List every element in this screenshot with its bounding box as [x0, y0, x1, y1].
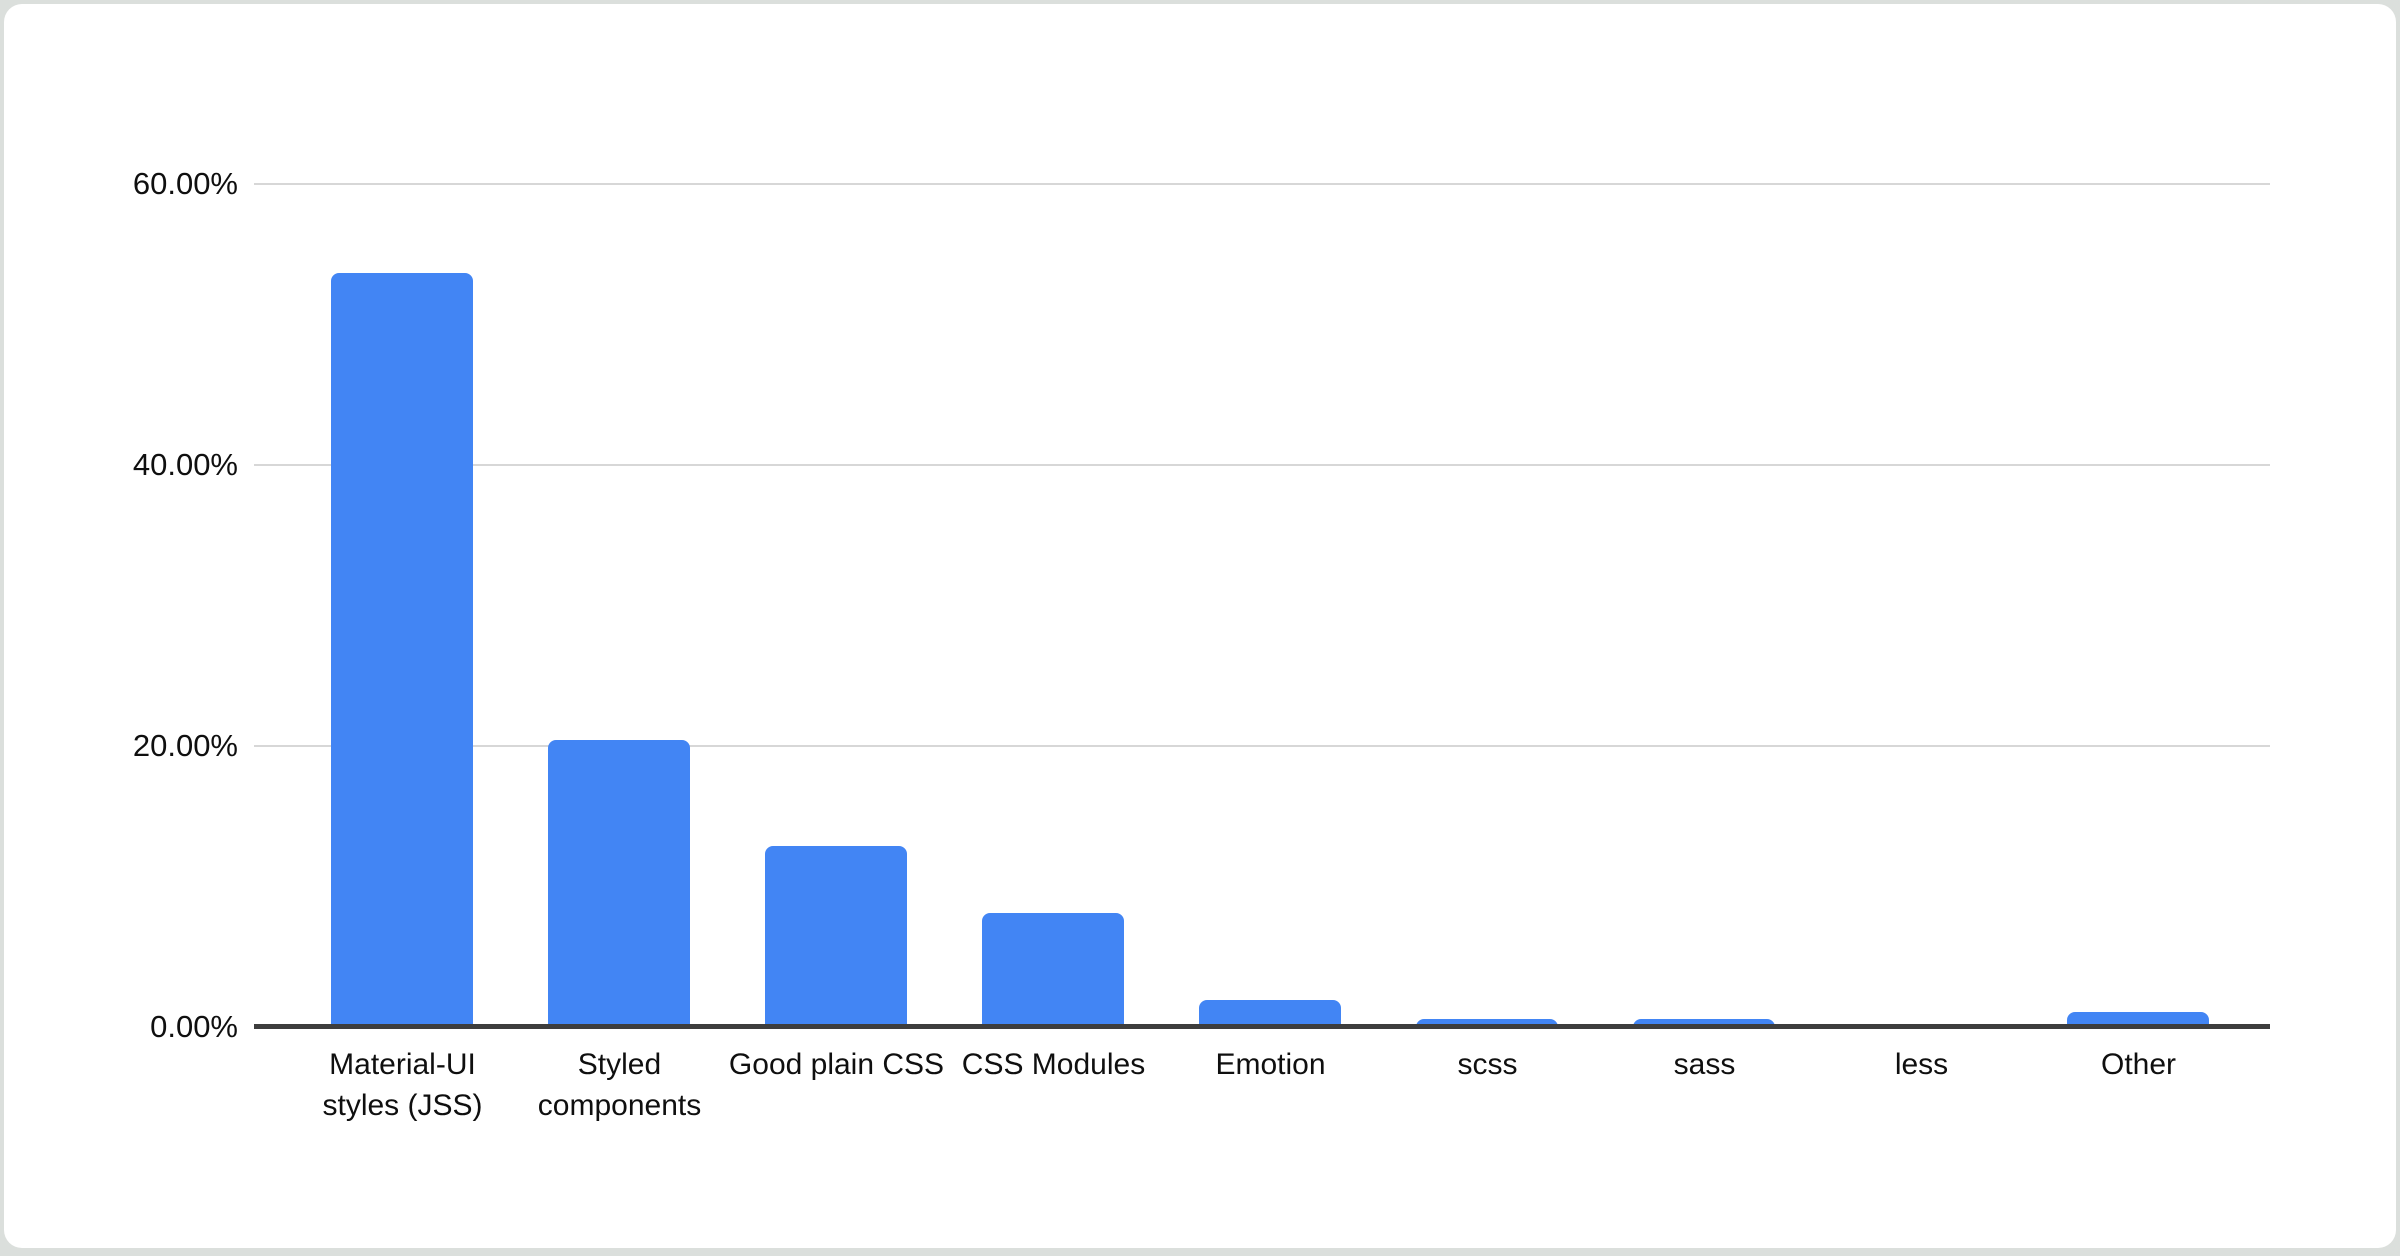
y-tick-label: 40.00%: [132, 447, 238, 482]
x-tick-label-good-plain-css: Good plain CSS: [728, 1048, 945, 1081]
gridline-20.00%: [254, 745, 2270, 747]
bar-material-ui-styles-jss: [331, 272, 473, 1027]
chart-card: 60.00% 40.00% 20.00% 0.00% Material-UI styl…: [4, 4, 2396, 1248]
x-tick-label-css-modules: CSS Modules: [961, 1048, 1146, 1081]
x-axis-line: [254, 1024, 2270, 1029]
bar-other: [2067, 1011, 2209, 1027]
x-tick-label-styled-components: Styled components: [537, 1048, 702, 1122]
x-tick-label-scss: scss: [1457, 1048, 1518, 1081]
y-tick-label: 0.00%: [150, 1009, 238, 1044]
x-tick-label-less: less: [1894, 1048, 1949, 1081]
y-tick-label: 20.00%: [132, 728, 238, 763]
x-tick-label-material-ui-styles-jss: Material-UI styles (JSS): [322, 1048, 483, 1122]
bar-styled-components: [548, 740, 690, 1027]
bar-emotion: [1199, 1000, 1341, 1027]
y-tick-label: 60.00%: [132, 166, 238, 201]
x-tick-label-sass: sass: [1673, 1048, 1736, 1081]
gridline-60.00%: [254, 183, 2270, 185]
bar-good-plain-css: [765, 845, 907, 1027]
bar-scss: [1416, 1018, 1558, 1027]
x-tick-label-emotion: Emotion: [1215, 1048, 1326, 1081]
bar-chart: 60.00% 40.00% 20.00% 0.00% Material-UI styl…: [4, 4, 2396, 1248]
bar-sass: [1633, 1018, 1775, 1027]
bar-css-modules: [982, 913, 1124, 1027]
x-tick-label-other: Other: [2100, 1048, 2177, 1081]
gridline-40.00%: [254, 464, 2270, 466]
